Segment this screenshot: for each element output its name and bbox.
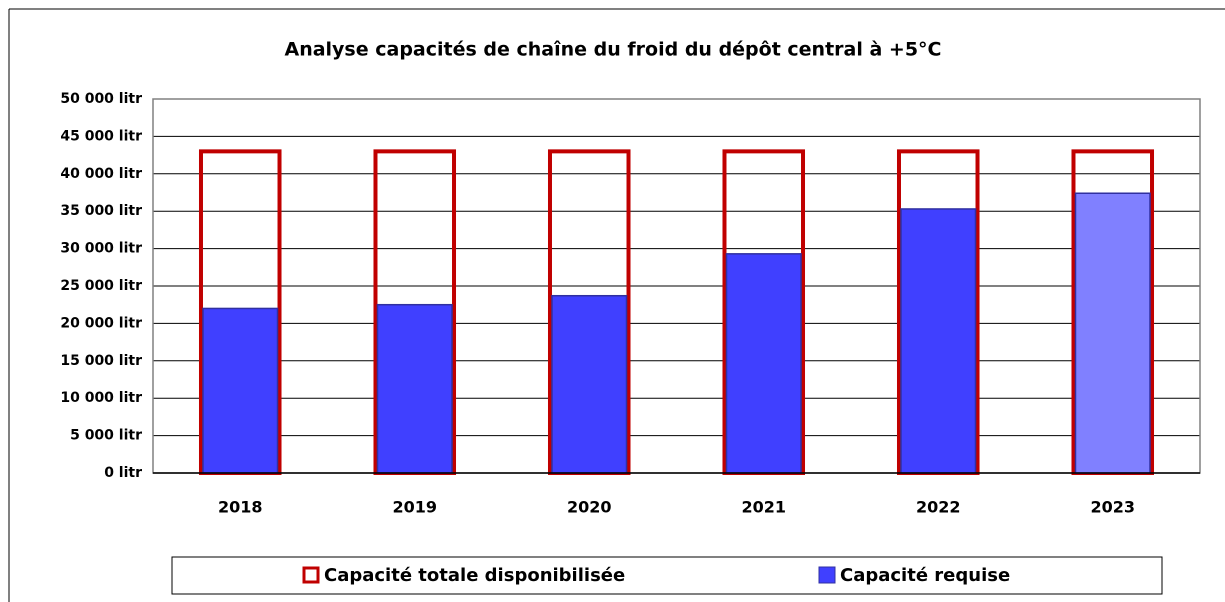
x-tick-label: 2019 <box>392 498 437 517</box>
bar <box>551 294 628 474</box>
legend-swatch <box>818 566 836 584</box>
legend-label: Capacité requise <box>840 565 1010 586</box>
y-tick-label: 15 000 litr <box>60 353 142 369</box>
legend-swatch <box>302 566 320 584</box>
x-tick-label: 2020 <box>567 498 612 517</box>
bar <box>725 253 802 474</box>
y-tick-label: 50 000 litr <box>60 91 142 107</box>
y-tick-label: 25 000 litr <box>60 278 142 294</box>
bar <box>1074 192 1151 474</box>
x-tick-label: 2022 <box>916 498 961 517</box>
y-tick-label: 35 000 litr <box>60 203 142 219</box>
legend-box <box>171 556 1163 595</box>
x-tick-label: 2018 <box>218 498 263 517</box>
bar <box>900 208 977 474</box>
y-tick-label: 40 000 litr <box>60 166 142 182</box>
y-tick-label: 10 000 litr <box>60 390 142 406</box>
y-tick-label: 45 000 litr <box>60 128 142 144</box>
chart-title: Analyse capacités de chaîne du froid du … <box>284 39 941 61</box>
y-tick-label: 0 litr <box>104 465 142 481</box>
x-tick-label: 2021 <box>741 498 786 517</box>
y-tick-label: 30 000 litr <box>60 241 142 257</box>
bar <box>376 303 453 474</box>
legend-label: Capacité totale disponibilisée <box>324 565 625 586</box>
bar <box>202 307 279 474</box>
y-tick-label: 5 000 litr <box>70 428 142 444</box>
x-tick-label: 2023 <box>1090 498 1135 517</box>
y-tick-label: 20 000 litr <box>60 315 142 331</box>
